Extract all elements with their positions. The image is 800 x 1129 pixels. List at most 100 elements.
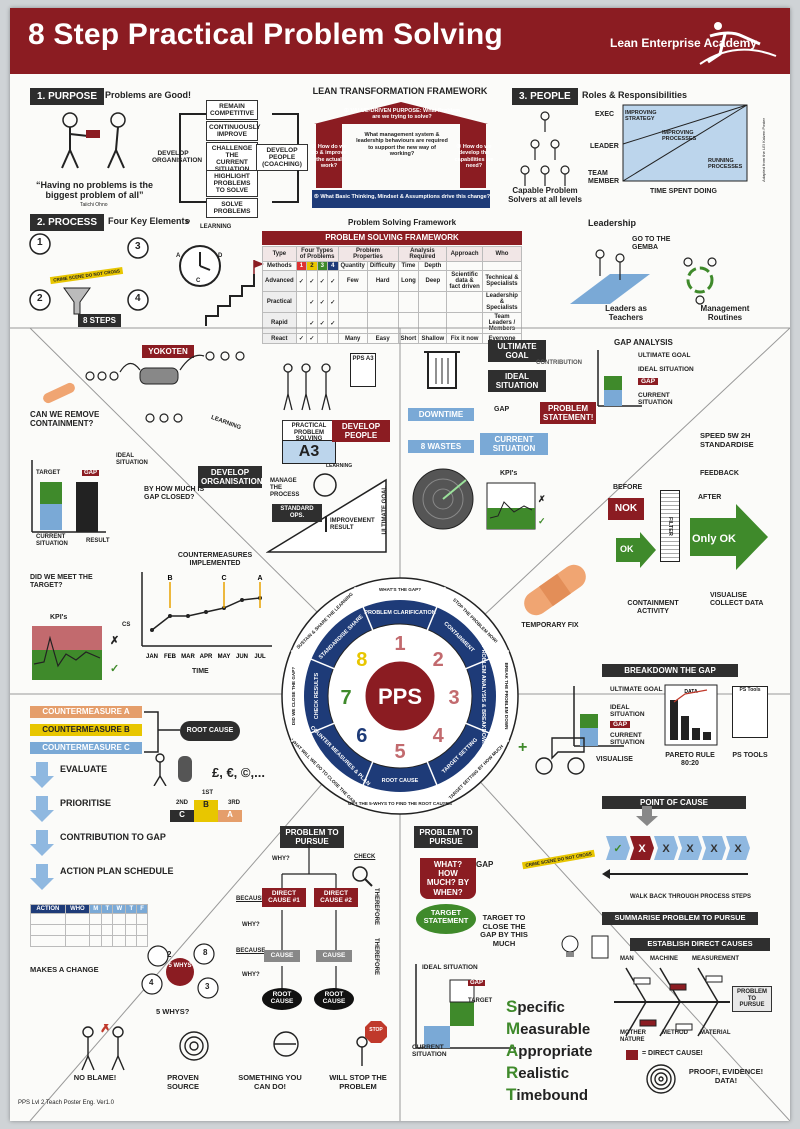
action-plan-cell — [136, 913, 148, 925]
smart-item: Measurable — [506, 1019, 591, 1038]
process-elements-icon — [29, 233, 264, 326]
wheel-step-number: 6 — [356, 725, 367, 747]
root-cause-2: ROOT CAUSE — [314, 988, 354, 1010]
ltf-q-mid: What management system & leadership beha… — [356, 132, 448, 157]
cycle-arrows — [179, 113, 299, 203]
punchbag-icon — [153, 753, 192, 786]
pdca-d: D — [218, 253, 223, 259]
q3-gap: GAP — [610, 721, 631, 728]
because-2: BECAUSE — [236, 948, 266, 954]
q1-ideal-situation: IDEAL SITUATION — [488, 370, 546, 393]
direct-cause-label: = DIRECT CAUSE! — [642, 1050, 703, 1057]
standard-ops-box: STANDARD OPS. — [272, 504, 322, 522]
process-learning: LEARNING — [200, 224, 232, 230]
proof-evidence: PROOF!, EVIDENCE! DATA! — [688, 1067, 764, 1085]
cause-2: CAUSE — [316, 950, 352, 962]
action-plan-cell — [101, 935, 114, 947]
fingerprint-icon — [646, 1064, 676, 1094]
fish-bone-bottom — [625, 1001, 647, 1037]
fish-bone-bottom — [697, 1001, 719, 1037]
fish-mother-nature: MOTHER NATURE — [620, 1030, 646, 1043]
wheel-step-number: 8 — [356, 649, 367, 671]
band-running: RUNNING PROCESSES — [708, 158, 743, 171]
q4b-gap-chip: GAP — [468, 980, 486, 986]
band-strategy: IMPROVING STRATEGY — [625, 110, 657, 123]
wheel-step-question: WHAT'S THE GAP? — [379, 587, 421, 592]
discussion-icon: + — [518, 737, 585, 775]
wheel-step-question: BREAK THE PROBLEM DOWN — [504, 663, 509, 731]
q1-kpis-label: KPI's — [500, 470, 518, 477]
svg-text:✓: ✓ — [538, 516, 546, 526]
target-statement: TARGET STATEMENT — [416, 904, 476, 934]
containment-activity: CONTAINMENT ACTIVITY — [627, 600, 679, 616]
cause-1: CAUSE — [264, 950, 300, 962]
why-num-8: 8 — [203, 948, 208, 957]
q3-ultimate: ULTIMATE GOAL — [610, 686, 663, 693]
role-leader: LEADER — [590, 143, 619, 150]
action-plan-cell — [125, 913, 138, 925]
leadership-label: Leadership — [588, 218, 637, 228]
fish-man: MAN — [620, 956, 634, 962]
action-plan-row — [30, 935, 148, 947]
cs-point — [168, 614, 172, 618]
action-plan-header: W — [112, 904, 127, 914]
action-plan-cell — [136, 924, 148, 936]
develop-people-box: DEVELOP PEOPLE — [332, 420, 390, 443]
fish-cause-box — [639, 1019, 657, 1027]
cycle-improve: CONTINUOUSLY IMPROVE — [206, 121, 260, 142]
action-plan-header: ACTION — [30, 904, 66, 914]
contribution-label: CONTRIBUTION — [536, 360, 582, 366]
psf-row-type: Practical — [262, 291, 297, 313]
psf-cell: Scientific data & fact driven — [446, 270, 483, 292]
q4-why-1: WHY? — [272, 856, 290, 862]
action-plan-cell — [89, 935, 103, 947]
plaster-large-icon — [524, 564, 586, 616]
speed-standardise: SPEED 5W 2H STANDARDISE — [700, 431, 754, 449]
fish-cause-box — [633, 977, 651, 985]
svg-text:+: + — [518, 739, 527, 756]
ltf-title: LEAN TRANSFORMATION FRAMEWORK — [312, 86, 488, 96]
ok-label: OK — [620, 544, 634, 554]
smart-item: Appropriate — [506, 1041, 593, 1060]
direct-cause-1: DIRECT CAUSE #1 — [262, 888, 306, 907]
q7-current: CURRENT SITUATION — [36, 534, 68, 547]
team-people-icon — [283, 363, 331, 411]
action-plan-cell — [30, 924, 66, 936]
q4-why-3: WHY? — [242, 972, 260, 978]
gap-chart-q7 — [31, 460, 106, 533]
cycle-solve: SOLVE PROBLEMS — [206, 198, 258, 219]
process-num-3: 3 — [135, 241, 141, 252]
q3-gap-chart — [573, 686, 624, 747]
ltf-q5: ⑤ What Basic Thinking, Mindset & Assumpt… — [313, 194, 491, 200]
poc-chain: ✓ X X X X X — [602, 806, 750, 879]
action-plan-cell — [64, 935, 91, 947]
poc-step-mark: ✓ — [613, 843, 622, 855]
countermeasure-c: COUNTERMEASURE C — [30, 742, 142, 754]
purpose-label: 1. PURPOSE — [30, 88, 105, 105]
filter-box: FILTER — [660, 490, 680, 562]
what-how-much-box: WHAT? HOW MUCH? BY WHEN? — [420, 858, 476, 899]
svg-text:✗: ✗ — [110, 635, 119, 647]
psf-row: React ✓ ✓ Many Easy Short Shallow Fix it now Eve… — [262, 333, 523, 344]
wheel-step-name: PROBLEM ANALYSIS & BREAKDOWN — [480, 646, 486, 746]
podium-c: C — [170, 810, 194, 822]
check-label: CHECK — [354, 854, 376, 860]
psf-cell: Shallow — [418, 333, 448, 344]
action-plan-cell — [89, 924, 103, 936]
psf-cell: Leadership & Specialists — [481, 291, 523, 313]
smart-item: Specific — [506, 997, 565, 1016]
psf-title: Problem Solving Framework — [347, 218, 457, 227]
action-plan-row — [30, 913, 148, 925]
countermeasures-implemented: COUNTERMEASURES IMPLEMENTED — [177, 552, 253, 568]
contribution-gap-label: CONTRIBUTION TO GAP — [60, 832, 166, 842]
poc-step — [654, 836, 678, 860]
q4b-problem-to-pursue: PROBLEM TO PURSUE — [414, 826, 478, 849]
temporary-fix: TEMPORARY FIX — [521, 622, 579, 629]
ga-ultimate: ULTIMATE GOAL — [638, 352, 691, 359]
why-tree-lines — [281, 844, 337, 990]
role-exec: EXEC — [595, 111, 615, 118]
wheel-step-number: 2 — [433, 649, 444, 671]
people-subtitle: Roles & Responsibilities — [582, 90, 688, 100]
pps-wheel: PPS 1 PROBLEM CLARIFICATION WHAT'S THE GAP?… — [281, 577, 519, 815]
wheel-step-number: 7 — [340, 687, 351, 709]
